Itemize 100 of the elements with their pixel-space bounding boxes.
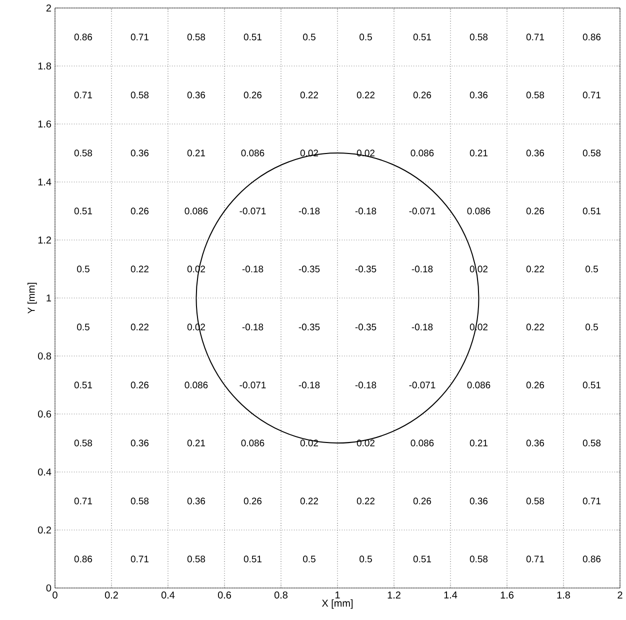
data-label: 0.086 [467,208,490,214]
data-label: 0.086 [184,382,208,388]
x-axis-title: X [mm] [322,599,353,609]
data-label: 0.086 [241,150,264,156]
data-label: 0.26 [413,92,432,98]
x-tick-label: 0.6 [218,592,231,599]
data-label: 0.58 [74,440,92,446]
data-label: 0.51 [74,208,92,214]
data-label: -0.18 [355,208,376,214]
data-label: 0.21 [187,440,205,446]
data-label: 0.71 [74,92,92,98]
data-label: 0.51 [244,556,262,562]
data-label: 0.5 [360,34,372,40]
data-label: 0.71 [526,556,544,562]
x-tick-label: 1.4 [444,592,458,598]
data-label: 0.51 [582,382,600,388]
data-label: 0.58 [187,556,206,562]
data-label: 0.22 [356,498,374,504]
data-label: 0.58 [130,92,149,98]
data-label: 0.86 [74,556,92,562]
x-tick-label: 1.6 [500,592,514,599]
data-label: -0.071 [409,382,436,388]
data-label: 0.22 [526,266,544,272]
y-tick-label: 2 [46,4,51,12]
data-label: 0.22 [356,92,374,98]
data-label: 0.26 [130,382,149,388]
data-label: 0.086 [467,382,490,388]
data-label: 0.086 [410,150,434,156]
data-label: 0.22 [300,92,318,98]
data-label: 0.86 [74,34,92,40]
y-tick-label: 0.8 [38,352,52,360]
data-label: 0.26 [244,498,262,504]
data-label: 0.36 [130,150,149,156]
data-label: 0.71 [74,498,92,504]
data-label: 0.21 [470,150,488,156]
data-label: 0.5 [77,266,90,272]
data-label: -0.18 [355,382,376,388]
data-label: -0.071 [240,208,266,214]
data-label: 0.71 [526,34,544,40]
x-tick-label: 1.8 [557,592,570,599]
data-label: 0.51 [74,382,92,388]
data-label: 0.5 [77,324,90,330]
data-label: 0.5 [303,34,316,40]
data-label: 0.36 [526,150,544,156]
data-label: 0.51 [413,556,431,562]
data-label: 0.58 [74,150,92,156]
data-label: -0.18 [242,266,264,272]
x-tick-label: 0.4 [161,592,175,599]
y-tick-label: 0 [46,584,52,592]
data-label: 0.36 [470,498,488,504]
y-tick-label: 1.6 [38,120,52,128]
data-label: 0.58 [130,498,149,504]
data-label: 0.5 [303,556,316,562]
y-tick-label: 1.2 [38,236,51,244]
data-label: -0.18 [242,324,264,330]
data-label: 0.26 [413,498,432,504]
data-label: 0.26 [244,92,262,98]
data-label: 0.21 [470,440,488,446]
x-tick-label: 1 [336,592,340,598]
data-label: 0.51 [413,34,431,40]
data-label: -0.35 [298,266,320,272]
x-tick-label: 1.2 [388,592,400,598]
x-tick-label: 2 [618,592,622,598]
y-tick-label: 0.6 [38,410,52,418]
data-label: 0.5 [586,324,598,330]
data-label: 0.36 [187,92,206,98]
data-label: 0.26 [526,382,544,388]
data-label: 0.71 [130,34,148,40]
data-label: 0.086 [241,440,264,446]
data-label: 0.86 [582,556,601,562]
data-label: 0.51 [244,34,262,40]
data-label: 0.26 [526,208,544,214]
data-label: 0.51 [582,208,600,214]
data-label: -0.35 [355,324,376,330]
data-label: 0.58 [582,440,601,446]
data-label: 0.36 [130,440,149,446]
data-label: 0.86 [582,34,601,40]
data-label: -0.18 [412,324,433,330]
data-label: -0.18 [298,382,320,388]
data-label: 0.58 [187,34,206,40]
data-label: 0.086 [184,208,208,214]
data-label: 0.22 [300,498,318,504]
data-label: 0.58 [526,498,544,504]
data-label: 0.5 [360,556,372,562]
data-label: 0.36 [470,92,488,98]
data-label: -0.18 [298,208,320,214]
data-label: -0.35 [355,266,376,272]
data-label: 0.26 [130,208,149,214]
y-tick-label: 0.2 [38,526,51,534]
x-tick-label: 0 [52,592,58,599]
data-label: 0.086 [410,440,434,446]
data-label: 0.58 [470,556,488,562]
data-label: 0.21 [187,150,205,156]
data-label: 0.36 [187,498,206,504]
y-tick-label: 1.8 [38,62,52,70]
data-label: 0.71 [130,556,148,562]
data-label: 0.22 [526,324,544,330]
data-label: 0.58 [470,34,488,40]
data-label: 0.5 [586,266,598,272]
data-label: 0.58 [526,92,544,98]
